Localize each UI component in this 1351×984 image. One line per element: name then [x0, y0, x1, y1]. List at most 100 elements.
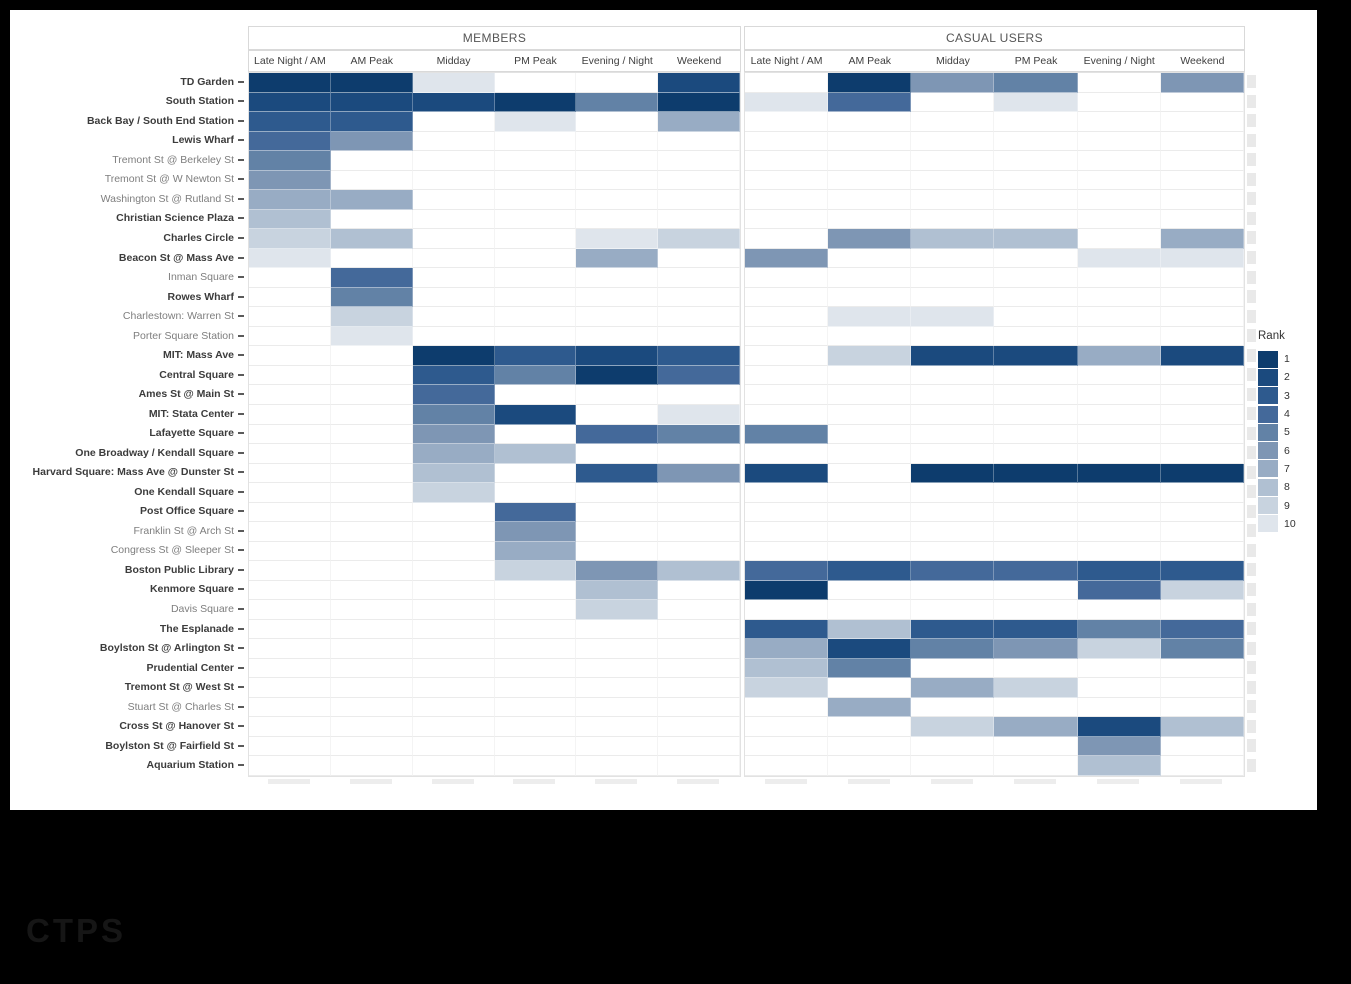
heatmap-cell — [658, 502, 740, 523]
axis-tick — [238, 373, 244, 376]
right-tick — [1247, 172, 1256, 186]
heatmap-cell — [1077, 326, 1161, 347]
station-label-text: The Esplanade — [159, 622, 234, 635]
heatmap-cell — [994, 385, 1078, 405]
station-label: Lafayette Square — [10, 424, 244, 444]
heatmap-cell — [1077, 385, 1161, 405]
heatmap-cell — [658, 190, 740, 210]
heatmap-cell — [330, 639, 413, 659]
heatmap-cell — [994, 170, 1078, 191]
heatmap-cell — [576, 307, 659, 327]
heatmap-cell — [1077, 463, 1161, 484]
heatmap-cell — [911, 600, 995, 620]
x-tick — [764, 779, 807, 784]
heatmap-cell — [745, 561, 829, 581]
heatmap-cell — [911, 209, 995, 230]
heatmap-cell — [828, 502, 912, 523]
station-label-text: Washington St @ Rutland St — [100, 192, 234, 205]
station-label-text: Aquarium Station — [146, 759, 234, 772]
heatmap-cell — [1077, 697, 1161, 718]
station-label-text: Lafayette Square — [149, 427, 234, 440]
heatmap-cell — [745, 190, 829, 210]
heatmap-cell — [412, 424, 495, 445]
heatmap-cell — [658, 209, 740, 230]
station-label: Porter Square Station — [10, 326, 244, 346]
heatmap-cell — [412, 229, 495, 249]
heatmap-cell — [745, 756, 829, 776]
heatmap-cell — [994, 307, 1078, 327]
heatmap-cell — [745, 463, 829, 484]
heatmap-cell — [576, 326, 659, 347]
axis-tick — [238, 315, 244, 318]
heatmap-cell — [494, 658, 577, 679]
heatmap-cell — [1160, 268, 1244, 288]
heatmap-cell — [494, 600, 577, 620]
heatmap-cell — [330, 483, 413, 503]
column-label: AM Peak — [848, 55, 892, 67]
heatmap-cell — [249, 307, 331, 327]
heatmap-cell — [911, 385, 995, 405]
heatmap-cell — [911, 561, 995, 581]
heatmap-cell — [658, 658, 740, 679]
heatmap-cell — [911, 170, 995, 191]
heatmap-cell — [412, 190, 495, 210]
heatmap-cell — [330, 268, 413, 288]
legend-entry: 4 — [1258, 405, 1296, 423]
heatmap-cell — [911, 756, 995, 776]
heatmap-cell — [1160, 678, 1244, 698]
heatmap-cell — [911, 639, 995, 659]
heatmap-cell — [994, 287, 1078, 308]
heatmap-cell — [1077, 92, 1161, 113]
heatmap-cell — [249, 424, 331, 445]
heatmap-cell — [658, 463, 740, 484]
heatmap-cell — [745, 248, 829, 269]
heatmap-cell — [994, 639, 1078, 659]
station-label-text: Boylston St @ Arlington St — [99, 642, 234, 655]
axis-tick — [238, 588, 244, 591]
heatmap-cell — [1160, 541, 1244, 562]
heatmap-cell — [330, 151, 413, 171]
heatmap-cell — [249, 346, 331, 366]
right-tick — [1247, 426, 1256, 440]
heatmap-cell — [412, 756, 495, 776]
x-tick — [677, 779, 720, 784]
heatmap-cell — [1160, 112, 1244, 132]
heatmap-cell — [658, 229, 740, 249]
heatmap-cell — [911, 287, 995, 308]
heatmap-cell — [658, 444, 740, 464]
heatmap-cell — [249, 463, 331, 484]
heatmap-cell — [828, 483, 912, 503]
heatmap-cell — [1077, 600, 1161, 620]
heatmap-cell — [911, 346, 995, 366]
heatmap-cell — [576, 736, 659, 757]
heatmap-cell — [1077, 736, 1161, 757]
heatmap-cell — [994, 483, 1078, 503]
heatmap-cell — [1160, 424, 1244, 445]
heatmap-cell — [412, 717, 495, 737]
heatmap-cell — [1160, 151, 1244, 171]
ctps-logo: CTPS — [26, 912, 127, 949]
axis-tick — [238, 549, 244, 552]
heatmap-cell — [494, 268, 577, 288]
right-tick — [1247, 270, 1256, 284]
column-label: Weekend — [676, 55, 722, 67]
axis-tick — [238, 432, 244, 435]
station-label-text: South Station — [165, 95, 234, 108]
heatmap-cell — [994, 424, 1078, 445]
heatmap-cell — [576, 502, 659, 523]
heatmap-cell — [658, 619, 740, 640]
rank-legend: Rank 1 2 3 4 5 6 7 8 9 10 — [1258, 330, 1296, 533]
heatmap-cell — [1077, 151, 1161, 171]
heatmap-cell — [249, 92, 331, 113]
legend-rank-label: 4 — [1284, 408, 1290, 421]
heatmap-cell — [576, 678, 659, 698]
legend-entry: 8 — [1258, 478, 1296, 496]
heatmap-cell — [249, 385, 331, 405]
legend-rank-label: 9 — [1284, 499, 1290, 512]
station-label: Tremont St @ Berkeley St — [10, 150, 244, 170]
heatmap-cell — [576, 385, 659, 405]
heatmap-cell — [494, 326, 577, 347]
heatmap-cell — [658, 580, 740, 601]
heatmap-cell — [1160, 326, 1244, 347]
heatmap-cell — [330, 112, 413, 132]
